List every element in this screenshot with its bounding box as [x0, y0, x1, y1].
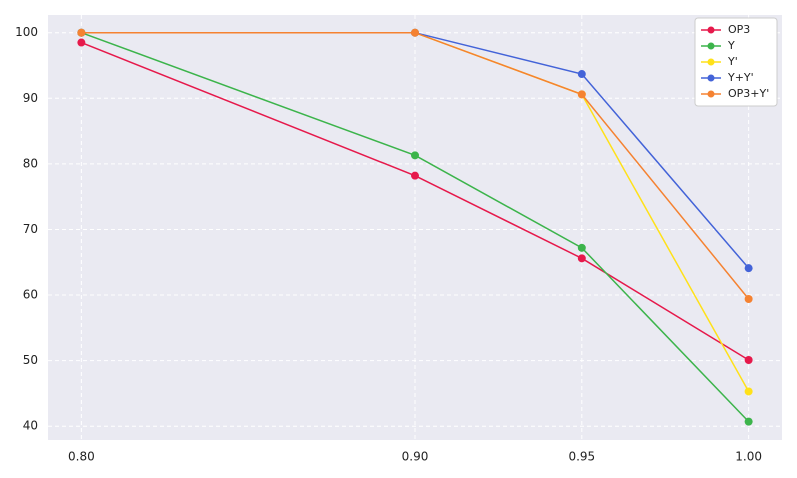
x-tick-label: 0.95 — [568, 450, 595, 464]
point — [411, 151, 419, 160]
point — [744, 355, 753, 364]
legend-marker — [707, 26, 715, 34]
point — [77, 28, 86, 37]
line — [81, 41, 750, 361]
legend-box — [694, 17, 778, 107]
point — [744, 417, 753, 426]
y-tick-label: 60 — [23, 288, 38, 302]
point — [744, 294, 753, 303]
legend-label: Y+Y' — [727, 71, 754, 84]
point — [577, 243, 586, 252]
point — [411, 171, 419, 180]
y-tick-label: 70 — [23, 222, 38, 236]
legend-label: Y — [727, 39, 735, 52]
legend-marker — [707, 74, 715, 82]
line — [81, 31, 750, 300]
line — [81, 32, 750, 423]
point — [77, 38, 86, 47]
legend-marker — [707, 58, 715, 66]
point — [744, 264, 753, 273]
y-tick-label: 90 — [23, 91, 38, 105]
legend-marker — [707, 90, 715, 98]
legend-label: Y' — [727, 55, 738, 68]
x-tick-label: 0.90 — [402, 450, 429, 464]
y-tick-label: 100 — [15, 25, 38, 39]
point — [411, 28, 419, 37]
legend-label: OP3 — [728, 23, 750, 36]
y-tick-label: 40 — [23, 419, 38, 433]
point — [744, 387, 753, 396]
legend-marker — [707, 42, 715, 50]
point — [577, 90, 586, 99]
x-tick-label: 0.80 — [68, 450, 95, 464]
legend: OP3 Y Y' Y+Y' OP3+Y' — [694, 17, 778, 107]
legend-label: OP3+Y' — [728, 87, 769, 100]
point — [577, 254, 586, 263]
point — [577, 70, 586, 79]
y-tick-label: 80 — [23, 156, 38, 170]
y-tick-label: 50 — [23, 353, 38, 367]
x-tick-label: 1.00 — [735, 450, 762, 464]
